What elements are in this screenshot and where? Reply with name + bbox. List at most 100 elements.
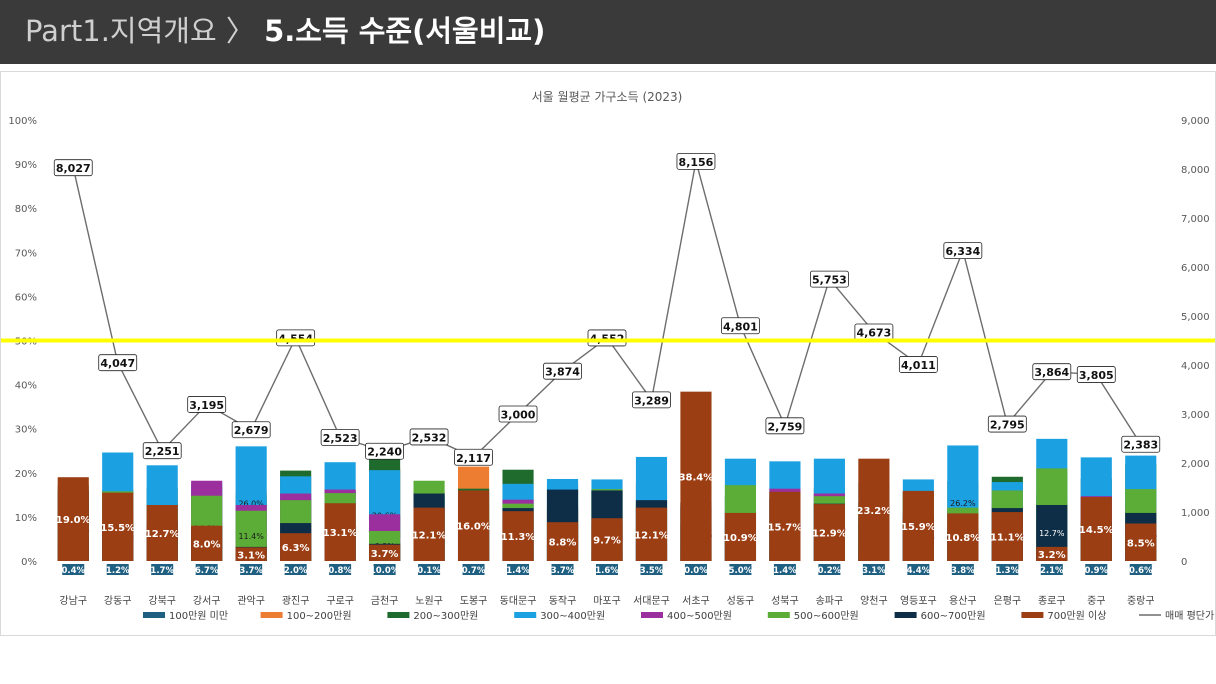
bar-value-label-box <box>418 564 441 575</box>
bar-segment <box>280 533 312 561</box>
price-label: 3,874 <box>545 366 580 379</box>
y-right-tick-label: 4,000 <box>1181 361 1210 372</box>
bar-value-label: 10.0% <box>370 566 400 576</box>
x-tick-label: 도봉구 <box>460 595 488 607</box>
legend-swatch <box>1021 612 1044 618</box>
price-label: 4,801 <box>723 320 758 333</box>
y-right-tick-label: 0 <box>1181 557 1187 568</box>
bar-value-label: 12.7% <box>1039 529 1065 538</box>
bar-value-label: 12.9% <box>812 529 847 540</box>
bar-segment <box>724 512 757 561</box>
bar-value-label: 26.2% <box>950 499 976 508</box>
bar-value-label-box <box>62 564 85 575</box>
bar-value-label: 8.5% <box>1127 538 1155 549</box>
bar-value-label-box <box>284 564 307 575</box>
bar-segment <box>1036 546 1068 561</box>
chart-frame: 서울 월평균 가구소득 (2023)0%10%20%30%40%50%60%70… <box>0 71 1216 636</box>
legend-label: 200~300만원 <box>413 610 478 622</box>
legend-label: 매매 평단가 <box>1165 610 1214 622</box>
price-label-box <box>1032 363 1072 381</box>
bar-value-label-box <box>373 564 396 575</box>
bar-value-label-box <box>329 564 352 575</box>
bar-value-label: 1.6% <box>595 566 619 576</box>
bar-segment <box>902 490 934 561</box>
legend-swatch <box>767 612 790 618</box>
bar-value-label: 3.7% <box>551 566 575 576</box>
x-tick-label: 마포구 <box>593 595 621 607</box>
bar-segment <box>369 544 401 561</box>
y-right-tick-label: 8,000 <box>1181 165 1210 176</box>
price-label: 2,383 <box>1123 439 1158 452</box>
bar-segment <box>635 507 668 561</box>
price-label: 4,047 <box>100 357 135 370</box>
bar-segment <box>947 513 979 561</box>
price-label: 3,000 <box>501 409 536 422</box>
price-label-box <box>142 442 182 460</box>
bar-segment <box>102 492 134 561</box>
x-tick-label: 중랑구 <box>1127 595 1155 607</box>
bar-value-label: 1.4% <box>773 566 797 576</box>
bar-value-label: 12.1% <box>634 530 669 541</box>
x-tick-label: 강남구 <box>59 595 87 607</box>
y-right-tick-label: 1,000 <box>1181 508 1210 519</box>
price-label-box <box>765 417 805 435</box>
price-label-box <box>632 391 671 409</box>
bar-value-label-box <box>640 564 663 575</box>
x-tick-label: 서초구 <box>682 595 710 607</box>
y-left-tick-label: 20% <box>15 469 37 480</box>
x-tick-label: 성동구 <box>727 595 755 607</box>
y-left-tick-label: 30% <box>15 425 37 436</box>
bar-value-label: 1.3% <box>996 566 1020 576</box>
x-tick-label: 송파구 <box>816 595 844 607</box>
price-label: 2,117 <box>456 452 491 465</box>
y-left-tick-label: 90% <box>15 160 37 171</box>
bar-value-label: 0.4% <box>61 566 85 576</box>
legend-swatch <box>641 612 663 618</box>
x-tick-label: 용산구 <box>949 595 977 607</box>
bar-value-label: 23.2% <box>857 506 892 517</box>
bar-value-label-box <box>462 564 485 575</box>
bar-value-label: 0.0% <box>684 566 708 576</box>
chart-title: 서울 월평균 가구소득 (2023) <box>532 90 683 104</box>
bar-value-label: 0.1% <box>417 566 441 576</box>
y-right-tick-label: 7,000 <box>1181 214 1210 225</box>
price-label: 2,532 <box>412 431 447 444</box>
bar-value-label: 8.8% <box>549 538 577 549</box>
price-label-box <box>987 415 1027 433</box>
bar-value-label: 11.1% <box>990 533 1025 544</box>
price-label: 3,289 <box>634 394 669 407</box>
y-left-tick-label: 0% <box>21 557 37 568</box>
bar-value-label: 38.4% <box>679 472 714 483</box>
price-label: 2,523 <box>323 432 358 445</box>
bar-segment <box>680 391 712 561</box>
y-right-tick-label: 2,000 <box>1181 459 1210 470</box>
bar-segment <box>591 518 623 561</box>
bar-value-label: 0.9% <box>1084 566 1108 576</box>
legend-label: 400~500만원 <box>667 610 732 622</box>
x-tick-label: 서대문구 <box>633 595 670 607</box>
x-tick-label: 구로구 <box>326 596 354 607</box>
price-label-box <box>320 428 360 446</box>
price-label-box <box>365 442 405 460</box>
price-label-box <box>1076 366 1116 383</box>
bar-value-label: 0.2% <box>818 566 842 576</box>
bar-value-label-box <box>507 564 530 575</box>
bar-value-label: 6.7% <box>195 566 219 576</box>
bar-segment <box>146 504 178 561</box>
bar-value-label: 0.7% <box>462 566 486 576</box>
bar-value-label: 13.1% <box>323 528 358 539</box>
bar-value-label: 16.0% <box>456 522 491 533</box>
x-tick-label: 양천구 <box>860 595 888 607</box>
bar-segment <box>235 547 267 561</box>
bar-value-label: 0.6% <box>1129 566 1153 576</box>
legend-label: 100만원 미만 <box>169 610 228 622</box>
legend-swatch <box>514 612 537 618</box>
price-label: 2,251 <box>145 445 180 458</box>
bar-value-label: 3.1% <box>862 566 886 576</box>
x-tick-label: 금천구 <box>371 595 399 607</box>
bar-value-label: 14.5% <box>1079 525 1114 536</box>
bar-value-label: 3.8% <box>951 566 975 576</box>
x-tick-label: 강서구 <box>193 595 221 607</box>
bar-value-label: 19.0% <box>56 515 91 526</box>
y-left-tick-label: 10% <box>15 513 37 524</box>
